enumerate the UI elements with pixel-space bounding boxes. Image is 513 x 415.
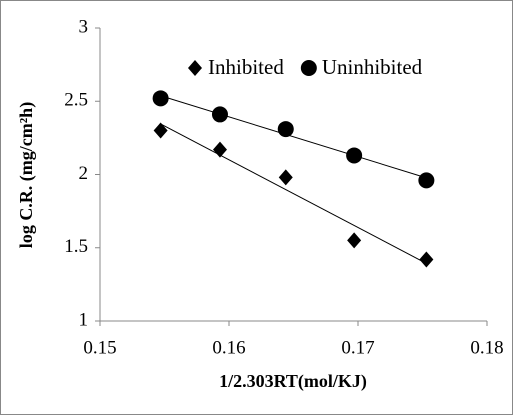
circle-marker [300,60,317,76]
diamond-marker [153,122,168,139]
diamond-marker [188,60,202,76]
y-tick-label: 2.5 [64,90,88,111]
x-axis-title: 1/2.303RT(mol/KJ) [219,371,367,392]
circle-marker [418,172,435,189]
circle-marker [346,147,363,164]
legend-label: Inhibited [208,55,284,79]
y-tick-label: 1.5 [64,236,88,257]
circle-marker [277,121,294,138]
circle-marker [211,106,228,123]
x-tick-label: 0.15 [83,337,116,358]
legend-label: Uninhibited [322,55,423,79]
trend-line [160,95,427,179]
x-tick-label: 0.18 [470,337,503,358]
diamond-marker [212,141,227,158]
x-tick-label: 0.17 [341,337,374,358]
circle-marker [152,90,169,107]
diamond-marker [347,232,362,249]
diamond-marker [419,251,434,268]
trend-line [160,123,427,264]
y-tick-label: 3 [79,16,89,37]
x-tick-label: 0.16 [212,337,245,358]
y-tick-label: 1 [79,309,89,330]
y-tick-label: 2 [79,163,89,184]
diamond-marker [278,169,293,186]
y-axis-title: log C.R. (mg/cm²h) [16,102,37,248]
